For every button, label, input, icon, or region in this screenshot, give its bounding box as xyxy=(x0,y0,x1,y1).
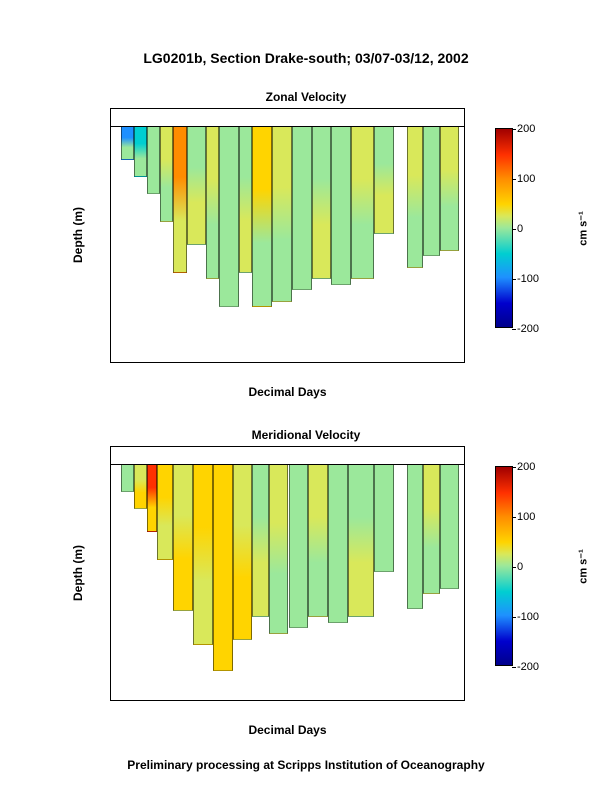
panel-1: Meridional Velocity050100150200250300350… xyxy=(0,428,612,753)
xtick: 66 xyxy=(144,700,156,701)
colorbar: -200-1000100200 xyxy=(495,128,513,328)
xlabel: Decimal Days xyxy=(110,385,465,399)
panel-title: Meridional Velocity xyxy=(0,428,612,442)
footer-text: Preliminary processing at Scripps Instit… xyxy=(0,758,612,772)
colorbar-label: cm s⁻¹ xyxy=(577,199,590,259)
ylabel: Depth (m) xyxy=(71,533,85,613)
xtick: 68 xyxy=(276,700,288,701)
panel-0: Zonal Velocity05010015020025030035040045… xyxy=(0,90,612,415)
xtick: 70 xyxy=(407,362,419,363)
plot-area: 0501001502002503003504004506667686970 xyxy=(110,108,465,363)
colorbar-tick: -200 xyxy=(512,661,539,673)
panel-title: Zonal Velocity xyxy=(0,90,612,104)
colorbar-tick: -100 xyxy=(512,611,539,623)
xtick: 68 xyxy=(276,362,288,363)
plot-area: 0501001502002503003504004506667686970 xyxy=(110,446,465,701)
colorbar-label: cm s⁻¹ xyxy=(577,537,590,597)
xtick: 66 xyxy=(144,362,156,363)
main-title: LG0201b, Section Drake-south; 03/07-03/1… xyxy=(0,50,612,66)
xlabel: Decimal Days xyxy=(110,723,465,737)
ytick: 450 xyxy=(110,358,111,363)
ytick: 450 xyxy=(110,696,111,701)
colorbar-tick: -200 xyxy=(512,323,539,335)
ylabel: Depth (m) xyxy=(71,195,85,275)
xtick: 69 xyxy=(342,700,354,701)
xtick: 69 xyxy=(342,362,354,363)
colorbar-tick: -100 xyxy=(512,273,539,285)
xtick: 67 xyxy=(210,362,222,363)
xtick: 70 xyxy=(407,700,419,701)
xtick: 67 xyxy=(210,700,222,701)
colorbar: -200-1000100200 xyxy=(495,466,513,666)
